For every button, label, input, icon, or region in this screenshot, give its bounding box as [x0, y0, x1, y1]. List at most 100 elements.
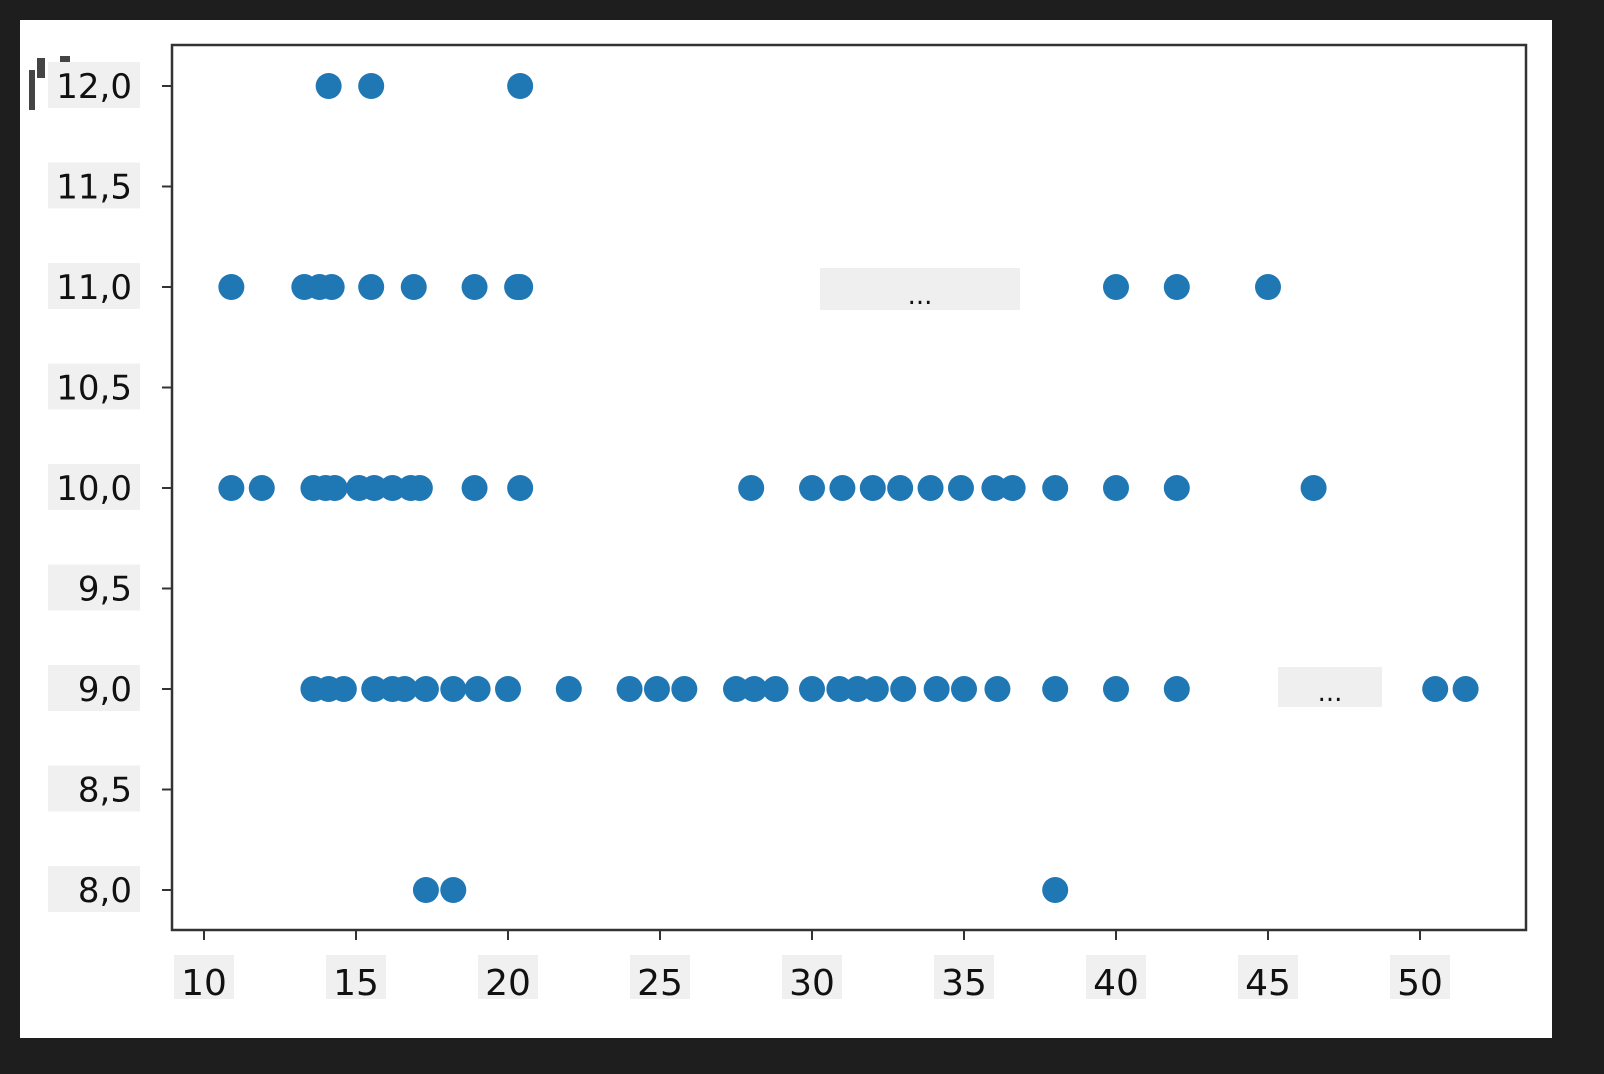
y-tick-label-bg: [48, 263, 140, 309]
scatter-chart: 10 15 20 25 30 35 40 45 50 12,0 11,5 11,0 10,5 10,0 9,…: [29, 43, 1528, 1004]
annotation-text: ...: [908, 281, 933, 311]
data-point: [379, 475, 406, 501]
data-point: [799, 676, 825, 702]
data-point: [829, 475, 856, 501]
data-point: [218, 475, 245, 501]
data-point: [887, 475, 914, 501]
x-tick-label: 30: [789, 963, 835, 1004]
data-point: [330, 676, 357, 702]
annotation-text: ...: [1318, 678, 1343, 708]
data-point: [999, 475, 1026, 501]
x-tick-label-bg: [1086, 955, 1146, 999]
data-point: [984, 676, 1011, 702]
y-tick-label: 10,5: [56, 369, 132, 409]
data-point: [1163, 274, 1190, 300]
data-point: [923, 676, 950, 702]
x-tick-label: 20: [485, 963, 531, 1004]
x-tick-label-bg: [478, 955, 538, 999]
x-tick-label-bg: [174, 955, 234, 999]
annotation-box: [820, 268, 1020, 310]
data-point: [741, 676, 768, 702]
x-tick-label-bg: [934, 955, 994, 999]
x-tick-label: 35: [941, 963, 987, 1004]
y-tick-label-bg: [48, 564, 140, 611]
data-point: [890, 676, 917, 702]
data-point: [1163, 676, 1190, 702]
y-tick-label: 9,5: [78, 570, 132, 610]
data-point: [406, 475, 433, 501]
data-point: [507, 274, 534, 300]
y-tick-label: 11,5: [56, 168, 132, 208]
data-point: [321, 475, 348, 501]
data-point: [361, 676, 388, 702]
data-point: [1042, 676, 1069, 702]
data-point: [440, 676, 467, 702]
data-point: [844, 676, 871, 702]
y-tick-label: 9,0: [78, 670, 132, 710]
data-point: [981, 475, 1008, 501]
data-point: [862, 676, 889, 702]
y-tick-label-bg: [48, 665, 140, 711]
data-point: [826, 676, 853, 702]
x-tick-label: 45: [1245, 963, 1291, 1004]
data-point: [723, 676, 749, 702]
data-point: [464, 676, 491, 702]
data-point: [1452, 676, 1479, 702]
data-point: [315, 73, 342, 99]
data-point: [495, 676, 521, 702]
data-point: [318, 274, 345, 300]
x-tick-label: 50: [1397, 963, 1443, 1004]
y-tick-label-bg: [48, 866, 140, 912]
data-point: [461, 274, 488, 300]
x-tick-label: 40: [1093, 963, 1139, 1004]
x-tick-label-bg: [1238, 955, 1298, 999]
x-tick-label-bg: [782, 955, 842, 999]
data-point: [555, 676, 582, 702]
data-point: [1103, 676, 1129, 702]
data-point: [1422, 676, 1449, 702]
data-point: [616, 676, 643, 702]
x-tick-label: 25: [637, 963, 683, 1004]
data-point: [412, 676, 439, 702]
bar-chart-icon-bar: [37, 58, 45, 78]
data-point: [358, 73, 385, 99]
data-point: [859, 475, 886, 501]
y-tick-label-bg: [48, 62, 140, 108]
data-point: [762, 676, 789, 702]
y-tick-label: 8,0: [78, 871, 132, 911]
x-tick-label-bg: [630, 955, 690, 999]
data-point: [400, 274, 427, 300]
annotation-box: [1278, 667, 1382, 707]
data-point: [461, 475, 488, 501]
data-point: [1042, 877, 1069, 903]
data-point: [1300, 475, 1327, 501]
data-point: [671, 676, 698, 702]
y-tick-label-bg: [48, 162, 140, 209]
bar-chart-icon-bar: [29, 70, 35, 110]
data-point: [507, 73, 534, 99]
data-point: [361, 475, 388, 501]
data-point: [643, 676, 670, 702]
data-point: [1255, 274, 1281, 300]
data-point: [507, 475, 534, 501]
data-point: [1042, 475, 1069, 501]
data-point: [358, 274, 385, 300]
x-tick-label: 15: [333, 963, 379, 1004]
y-tick-label-bg: [48, 363, 140, 410]
y-tick-label-bg: [48, 765, 140, 812]
data-point: [1163, 475, 1190, 501]
x-tick-label: 10: [181, 963, 227, 1004]
y-tick-label: 11,0: [56, 268, 132, 308]
data-point: [248, 475, 275, 501]
x-tick-label-bg: [326, 955, 386, 999]
data-point: [947, 475, 974, 501]
x-tick-label-bg: [1390, 955, 1450, 999]
y-tick-label-bg: [48, 464, 140, 510]
data-point: [412, 877, 439, 903]
y-tick-label: 12,0: [56, 67, 132, 107]
data-point: [917, 475, 944, 501]
data-point: [1103, 475, 1129, 501]
chart-canvas: 10 15 20 25 30 35 40 45 50 12,0 11,5 11,0 10,5 10,0 9,…: [20, 20, 1552, 1038]
y-tick-label: 8,5: [78, 771, 132, 811]
data-point: [218, 274, 245, 300]
